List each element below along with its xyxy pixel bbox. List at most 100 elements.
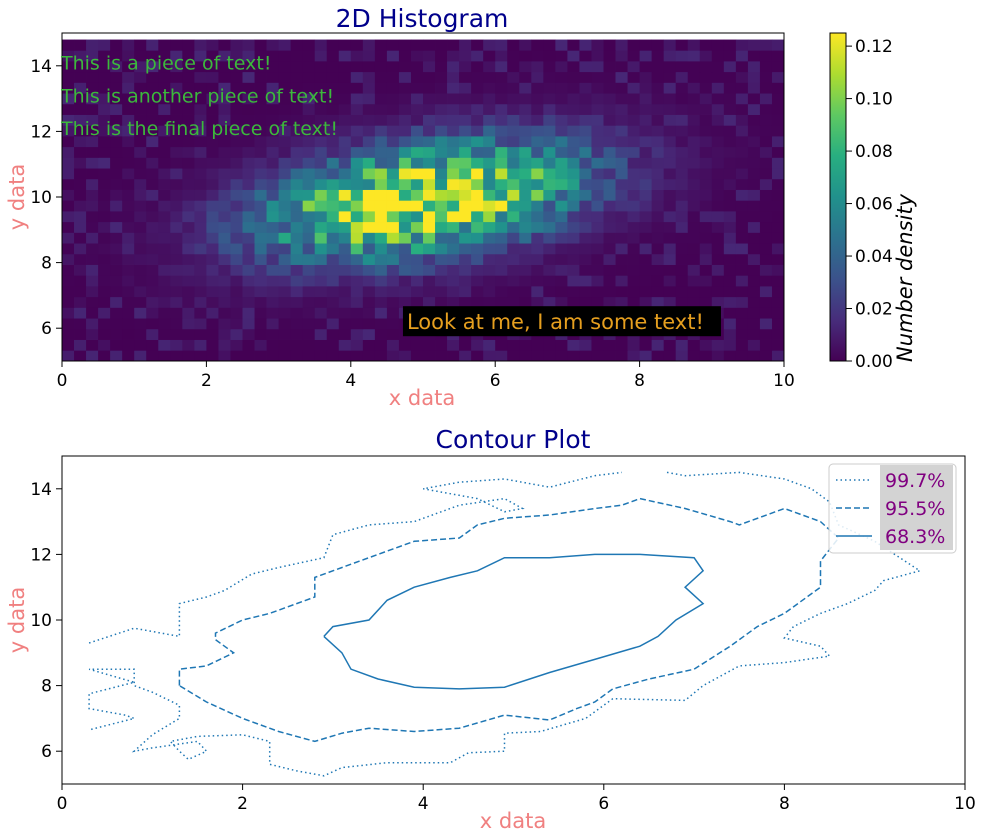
histogram-cell [471,286,484,298]
histogram-cell [206,275,219,287]
histogram-cell [410,157,424,169]
histogram-cell [711,146,725,158]
histogram-cell [350,39,364,51]
histogram-cell [86,189,99,201]
histogram-cell [459,275,472,287]
histogram-cell [483,157,496,169]
histogram-cell [182,93,195,105]
histogram-cell [699,146,713,158]
histogram-cell [435,60,448,73]
histogram-cell [302,189,316,201]
histogram-cell [651,339,665,351]
histogram-cell [266,135,279,148]
histogram-cell [266,168,279,180]
histogram-cell [651,146,665,158]
histogram-cell [687,114,701,126]
histogram-cell [459,264,472,276]
histogram-cell [639,135,653,148]
histogram-cell [110,146,123,158]
histogram-cell [194,146,207,158]
histogram-cell [254,178,267,190]
histogram-cell [182,157,195,169]
histogram-cell [543,103,556,115]
histogram-cell [350,232,364,244]
histogram-cell [110,318,123,330]
histogram-cell [675,93,689,105]
histogram-cell [230,189,243,201]
histogram-cell [699,125,713,137]
histogram-cell [447,71,460,83]
histogram-cell [170,178,183,190]
histogram-cell [290,168,304,180]
histogram-cell [302,168,316,180]
histogram-cell [218,189,231,201]
histogram-cell [122,168,135,180]
histogram-cell [435,50,448,62]
histogram-cell [555,39,568,51]
histogram-cell [206,296,219,308]
histogram-cell [146,210,159,223]
histogram-cell [338,232,352,244]
histogram-cell [158,296,171,308]
histogram-cell [771,350,785,362]
histogram-cell [735,103,749,115]
histogram-cell [350,93,364,105]
histogram-cell [435,221,448,233]
histogram-cell [555,350,568,362]
histogram-cell [374,125,388,137]
histogram-cell [507,60,520,73]
histogram-cell [326,93,340,105]
histogram-cell [459,71,472,83]
histogram-cell [338,221,352,233]
histogram-cell [723,168,737,180]
histogram-cell [122,232,135,244]
histogram-cell [158,60,171,73]
histogram-cell [687,350,701,362]
histogram-cell [495,253,508,265]
histogram-cell [663,157,677,169]
histogram-cell [62,350,75,362]
histogram-cell [663,93,677,105]
histogram-cell [158,232,171,244]
histogram-cell [302,275,316,287]
histogram-cell [543,168,556,180]
histogram-cell [218,60,231,73]
histogram-cell [567,146,580,158]
histogram-cell [483,243,496,255]
histogram-cell [338,50,352,62]
histogram-cell [495,135,508,148]
histogram-cell [194,210,207,223]
histogram-cell [651,350,665,362]
histogram-cell [338,82,352,94]
histogram-cell [675,50,689,62]
histogram-cell [663,125,677,137]
histogram-cell [206,286,219,298]
histogram-cell [495,103,508,115]
histogram-cell [627,264,640,276]
histogram-cell [194,103,207,115]
histogram-cell [531,286,544,298]
histogram-cell [362,135,376,148]
histogram-x-tick-label: 8 [634,371,645,391]
histogram-cell [627,125,640,137]
histogram-cell [423,221,436,233]
histogram-cell [122,318,135,330]
histogram-cell [723,135,737,148]
histogram-cell [74,93,87,105]
histogram-cell [146,350,159,362]
histogram-cell [350,350,364,362]
histogram-cell [663,296,677,308]
annotation-highlight-text: Look at me, I am some text! [407,310,704,334]
histogram-cell [747,339,761,351]
histogram-cell [410,103,424,115]
histogram-cell [651,178,665,190]
histogram-cell [326,328,340,340]
histogram-cell [447,232,460,244]
colorbar-tick-label: 0.12 [855,37,893,57]
histogram-cell [350,114,364,126]
histogram-cell [723,200,737,212]
histogram-cell [302,103,316,115]
histogram-cell [158,318,171,330]
histogram-cell [747,328,761,340]
histogram-cell [471,168,484,180]
